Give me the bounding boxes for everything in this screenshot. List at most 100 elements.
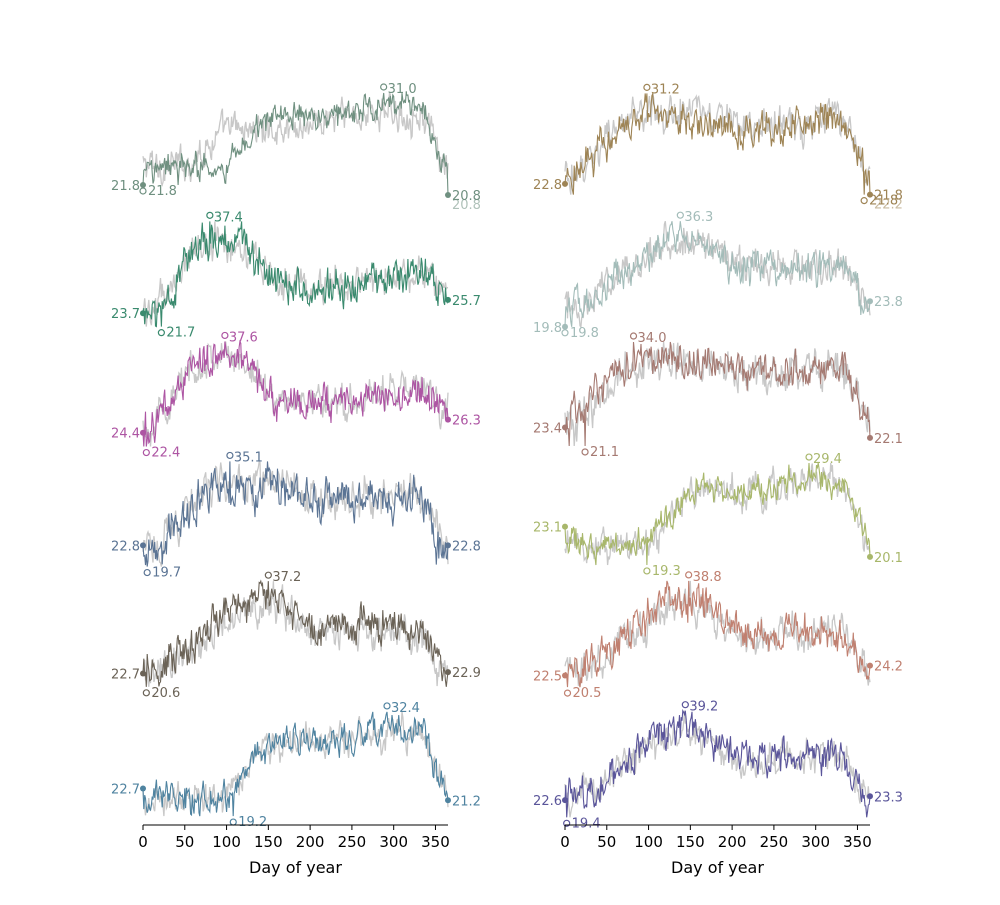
max-value-label: 35.1 (234, 450, 263, 465)
end-marker (445, 296, 451, 303)
start-value-label: 23.7 (111, 307, 140, 322)
end-value-label: 25.7 (452, 294, 481, 309)
max-value-label: 39.2 (689, 700, 718, 715)
x-axis-2: 0 50 100 150 200 250 300 350 Day of year (560, 824, 872, 877)
max-value-label: 37.4 (214, 210, 243, 225)
start-marker (140, 310, 146, 317)
x-tick-label: 200 (296, 833, 325, 851)
reference-series-line (564, 341, 871, 447)
max-marker (383, 702, 391, 710)
x-tick-label: 300 (379, 833, 408, 851)
start-value-label: 22.7 (111, 667, 140, 682)
end-value-label: 20.1 (874, 551, 903, 566)
start-value-label: 24.4 (111, 427, 140, 442)
start-value-label: 22.8 (111, 539, 140, 554)
series-line (564, 708, 871, 818)
panel-8: 19.8 23.8 36.3 19.8 (533, 210, 903, 341)
panel-12: 22.6 23.3 39.2 19.4 (533, 700, 903, 832)
start-marker (140, 670, 146, 677)
panel-2: 23.7 25.7 37.4 21.7 (111, 210, 481, 340)
panel-3: 24.4 26.3 37.6 22.4 (111, 330, 481, 460)
max-marker (629, 332, 638, 340)
end-marker (867, 662, 873, 669)
end-marker (867, 434, 873, 441)
max-marker (221, 331, 229, 340)
min-marker (139, 187, 147, 195)
start-marker (140, 429, 146, 436)
x-axis-title: Day of year (671, 858, 764, 877)
min-value-label: 19.4 (572, 816, 601, 831)
min-value-label: 20.6 (151, 686, 180, 701)
end-value-label: 22.1 (874, 432, 903, 447)
max-value-label: 37.6 (229, 330, 258, 345)
start-marker (562, 323, 568, 330)
max-value-label: 34.0 (638, 331, 667, 346)
reference-series-line (142, 221, 449, 327)
max-marker (380, 83, 388, 91)
end-marker (445, 542, 451, 549)
min-value-label: 21.7 (166, 326, 195, 341)
start-value-label: 22.6 (533, 794, 562, 809)
x-tick-label: 0 (560, 833, 570, 851)
start-marker (562, 180, 568, 187)
x-tick-label: 0 (138, 833, 148, 851)
x-tick-label: 350 (843, 833, 872, 851)
x-axis-1: 0 50 100 150 200 250 300 350 Day of year (138, 824, 450, 877)
max-value-label: 36.3 (684, 210, 713, 225)
end-marker (867, 553, 873, 560)
start-marker (562, 672, 568, 679)
panel-10: 23.1 20.1 29.4 19.3 (533, 452, 903, 579)
min-value-label: 19.7 (152, 566, 181, 581)
start-marker (140, 785, 146, 792)
min-marker (142, 689, 150, 697)
max-marker (676, 211, 684, 219)
end-marker (445, 797, 451, 804)
x-tick-label: 150 (254, 833, 283, 851)
end-value-label: 22.8 (452, 539, 481, 554)
panel-7: 22.8 21.8 31.2 21.822.2 (533, 82, 903, 212)
x-tick-label: 250 (338, 833, 367, 851)
end-value-label: 24.2 (874, 660, 903, 675)
start-marker (562, 424, 568, 431)
start-value-label: 22.7 (111, 782, 140, 797)
max-value-label: 31.0 (388, 82, 417, 97)
panel-9: 23.4 22.1 34.0 21.1 (533, 331, 903, 460)
x-tick-label: 250 (760, 833, 789, 851)
min-value-label: 20.5 (573, 686, 602, 701)
reference-series-line (564, 462, 871, 566)
start-marker (562, 523, 568, 530)
start-value-label: 23.1 (533, 521, 562, 536)
start-marker (140, 182, 146, 188)
x-tick-label: 350 (421, 833, 450, 851)
min-value-label: 21.8 (148, 184, 177, 199)
max-value-label: 29.4 (813, 452, 842, 467)
end-marker (445, 416, 451, 423)
overlap-value-label: 20.8 (452, 198, 481, 213)
series-line (142, 711, 449, 817)
min-value-label: 21.8 (869, 194, 898, 209)
series-line (142, 461, 449, 567)
max-marker (681, 701, 689, 709)
x-tick-label: 100 (634, 833, 663, 851)
min-marker (561, 329, 569, 337)
series-line (142, 579, 449, 687)
x-tick-label: 300 (801, 833, 830, 851)
x-axis-title: Day of year (249, 858, 342, 877)
max-marker (226, 451, 234, 460)
reference-series-line (564, 580, 871, 688)
end-value-label: 23.8 (874, 295, 903, 310)
end-value-label: 20.8 (452, 189, 481, 204)
series-line (564, 91, 871, 195)
max-marker (264, 571, 272, 579)
end-value-label: 21.2 (452, 794, 481, 809)
end-marker (867, 793, 873, 800)
start-marker (140, 542, 146, 549)
end-value-label: 21.8 (874, 189, 903, 204)
panel-1: 21.8 20.8 31.0 21.8 20.8 (111, 82, 481, 213)
end-marker (867, 298, 873, 305)
max-marker (685, 571, 693, 579)
panel-6: 22.7 21.2 32.4 19.2 (111, 701, 481, 830)
min-value-label: 19.8 (570, 326, 599, 341)
